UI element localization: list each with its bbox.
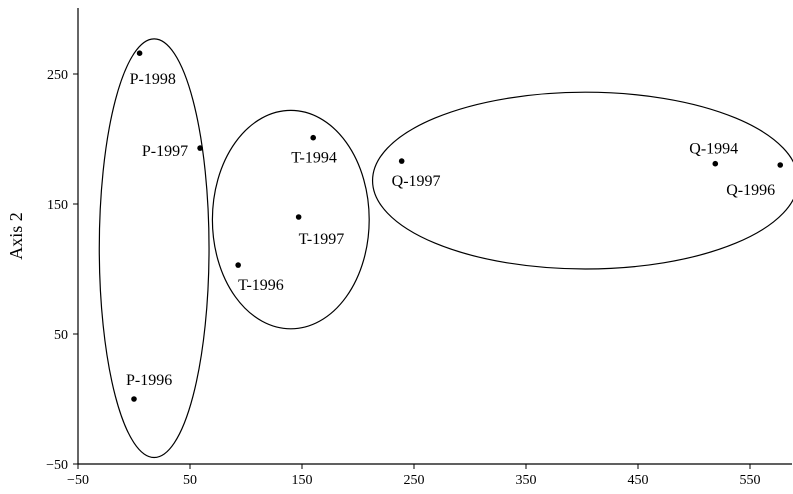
- x-tick-label: 50: [183, 473, 197, 488]
- point-label-p-1998: P-1998: [130, 71, 176, 88]
- point-t-1994: [310, 134, 317, 141]
- point-label-t-1996: T-1996: [238, 277, 284, 294]
- point-label-q-1994: Q-1994: [689, 141, 738, 158]
- point-t-1996: [235, 262, 241, 268]
- point-q-1996: [777, 162, 784, 168]
- x-tick-label: 250: [404, 473, 425, 488]
- x-tick-label: 150: [292, 473, 313, 488]
- x-tick-label: −50: [67, 473, 89, 488]
- point-t-1997: [295, 214, 302, 220]
- point-label-q-1996: Q-1996: [726, 182, 775, 199]
- y-tick-label: 250: [47, 68, 68, 83]
- point-label-q-1997: Q-1997: [392, 173, 441, 190]
- point-label-p-1997: P-1997: [142, 143, 188, 160]
- cluster-ellipse-3: [372, 91, 793, 270]
- point-p-1997: [197, 145, 203, 151]
- x-tick-label: 450: [628, 473, 649, 488]
- data-points: P-1998 P-1997 P-1996 T-1994 T-1997 T-1996 Q-19…: [126, 50, 784, 402]
- point-p-1996: [131, 396, 137, 402]
- y-tick-label: 150: [47, 198, 68, 213]
- y-tick-label: −50: [46, 458, 68, 473]
- point-label-p-1996: P-1996: [126, 372, 172, 389]
- x-tick-label: 350: [516, 473, 537, 488]
- y-axis-title: Axis 2: [6, 212, 26, 260]
- cluster-ellipses: [98, 38, 793, 459]
- cluster-ellipse-2: [211, 109, 370, 330]
- point-label-t-1997: T-1997: [299, 231, 345, 248]
- cluster-ellipse-1: [98, 38, 210, 459]
- y-tick-label: 50: [54, 328, 68, 343]
- point-q-1997: [398, 158, 405, 164]
- point-label-t-1994: T-1994: [291, 150, 337, 167]
- point-q-1994: [712, 160, 719, 167]
- x-axis-ticks: −50 50 150 250 350 450 550: [67, 464, 761, 488]
- x-tick-label: 550: [740, 473, 761, 488]
- y-axis-ticks: −50 50 150 250: [46, 68, 78, 473]
- point-p-1998: [136, 50, 143, 56]
